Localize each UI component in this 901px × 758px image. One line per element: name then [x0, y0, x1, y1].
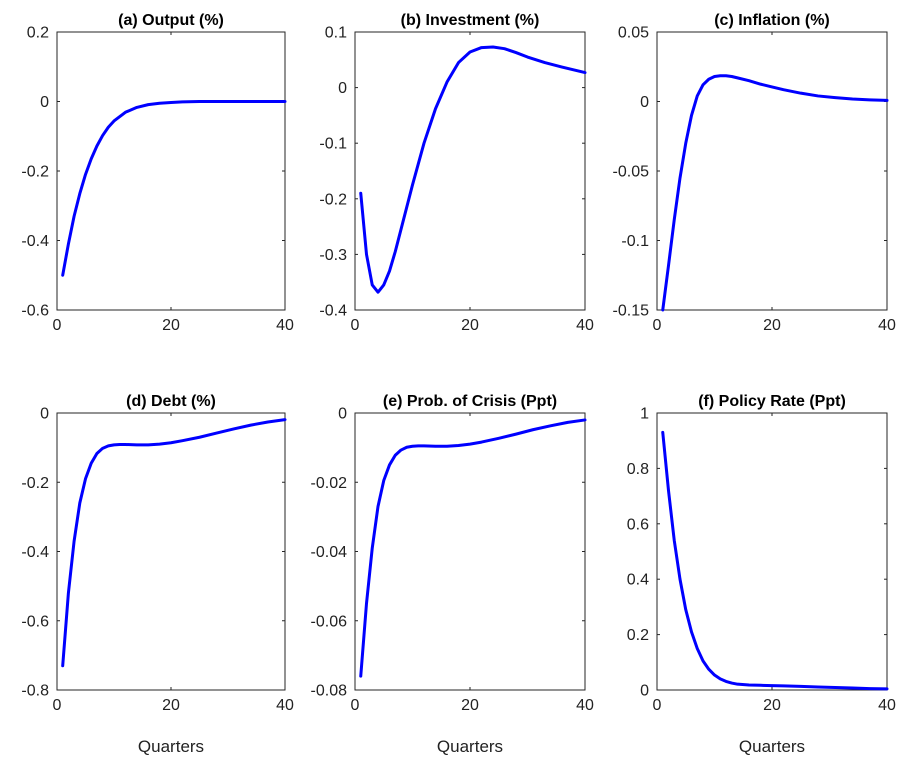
x-tick-label-e: 0: [351, 697, 360, 714]
y-tick-label-a: 0: [40, 94, 49, 111]
y-tick-label-b: -0.3: [319, 247, 347, 264]
y-tick-label-f: 0.2: [627, 627, 649, 644]
x-tick-label-c: 0: [653, 317, 662, 334]
x-tick-label-a: 20: [162, 317, 180, 334]
x-tick-label-e: 40: [576, 697, 594, 714]
x-tick-label-e: 20: [461, 697, 479, 714]
y-tick-label-a: 0.2: [27, 25, 49, 42]
y-tick-label-f: 1: [640, 406, 649, 423]
chart-title-f: (f) Policy Rate (Ppt): [698, 393, 846, 410]
chart-title-e: (e) Prob. of Crisis (Ppt): [383, 393, 557, 410]
x-tick-label-f: 20: [763, 697, 781, 714]
x-tick-label-d: 40: [276, 697, 294, 714]
y-tick-label-b: -0.2: [319, 191, 347, 208]
x-tick-label-f: 0: [653, 697, 662, 714]
y-tick-label-d: -0.8: [21, 683, 49, 700]
y-tick-label-c: -0.15: [613, 303, 650, 320]
y-tick-label-f: 0.6: [627, 516, 649, 533]
chart-title-c: (c) Inflation (%): [714, 12, 830, 29]
x-tick-label-b: 0: [351, 317, 360, 334]
series-line-e-0: [359, 418, 587, 678]
y-tick-label-c: -0.1: [621, 233, 649, 250]
y-tick-label-f: 0.4: [627, 572, 649, 589]
x-tick-label-b: 20: [461, 317, 479, 334]
x-tick-label-a: 0: [53, 317, 62, 334]
series-line-a-0: [61, 100, 287, 277]
y-tick-label-e: -0.02: [311, 475, 348, 492]
y-tick-label-c: -0.05: [613, 164, 650, 181]
series-line-b-0: [359, 45, 587, 294]
y-tick-label-d: -0.2: [21, 475, 49, 492]
x-axis-label-e: Quarters: [437, 737, 503, 756]
y-tick-label-b: 0.1: [325, 25, 347, 42]
y-tick-label-e: -0.06: [311, 613, 348, 630]
y-tick-label-d: -0.6: [21, 613, 49, 630]
panel-c: (c) Inflation (%) 0 20 40 -0.15 -0.1 -0.05 0 0.0…: [613, 12, 896, 334]
panel-e: (e) Prob. of Crisis (Ppt) 0 20 40 -0.08 -0.06…: [311, 393, 594, 756]
x-tick-label-c: 40: [878, 317, 896, 334]
series-line-c-0: [661, 74, 889, 312]
x-tick-label-a: 40: [276, 317, 294, 334]
y-tick-label-c: 0: [640, 94, 649, 111]
panel-b: (b) Investment (%) 0 20 40 -0.4 -0.3 -0.2 -0.1 0…: [319, 12, 594, 334]
y-tick-label-d: 0: [40, 406, 49, 423]
x-axis-label-d: Quarters: [138, 737, 204, 756]
y-tick-label-b: 0: [338, 80, 347, 97]
x-tick-label-d: 0: [53, 697, 62, 714]
chart-title-b: (b) Investment (%): [401, 12, 540, 29]
y-tick-label-e: -0.08: [311, 683, 348, 700]
x-tick-label-f: 40: [878, 697, 896, 714]
y-tick-label-a: -0.4: [21, 233, 49, 250]
y-tick-label-f: 0: [640, 683, 649, 700]
y-tick-label-b: -0.4: [319, 303, 347, 320]
x-tick-label-b: 40: [576, 317, 594, 334]
y-tick-label-f: 0.8: [627, 461, 649, 478]
series-line-d-0: [61, 418, 287, 668]
series-line-f-0: [661, 430, 889, 691]
y-tick-label-e: 0: [338, 406, 347, 423]
x-axis-label-f: Quarters: [739, 737, 805, 756]
panel-f: (f) Policy Rate (Ppt) 0 20 40 0 0.2 0.4 0.6 0.8 1…: [627, 393, 896, 756]
y-tick-label-a: -0.6: [21, 303, 49, 320]
panel-a: (a) Output (%) 0 20 40 -0.6 -0.4 -0.2 0 0.2: [21, 12, 294, 334]
y-tick-label-e: -0.04: [311, 544, 348, 561]
y-tick-label-b: -0.1: [319, 136, 347, 153]
chart-title-a: (a) Output (%): [118, 12, 224, 29]
x-tick-label-d: 20: [162, 697, 180, 714]
y-tick-label-a: -0.2: [21, 164, 49, 181]
panel-d: (d) Debt (%) 0 20 40 -0.8 -0.6 -0.4 -0.2 0 Quarte…: [21, 393, 294, 756]
x-tick-label-c: 20: [763, 317, 781, 334]
y-tick-label-d: -0.4: [21, 544, 49, 561]
chart-title-d: (d) Debt (%): [126, 393, 216, 410]
y-tick-label-c: 0.05: [618, 25, 649, 42]
